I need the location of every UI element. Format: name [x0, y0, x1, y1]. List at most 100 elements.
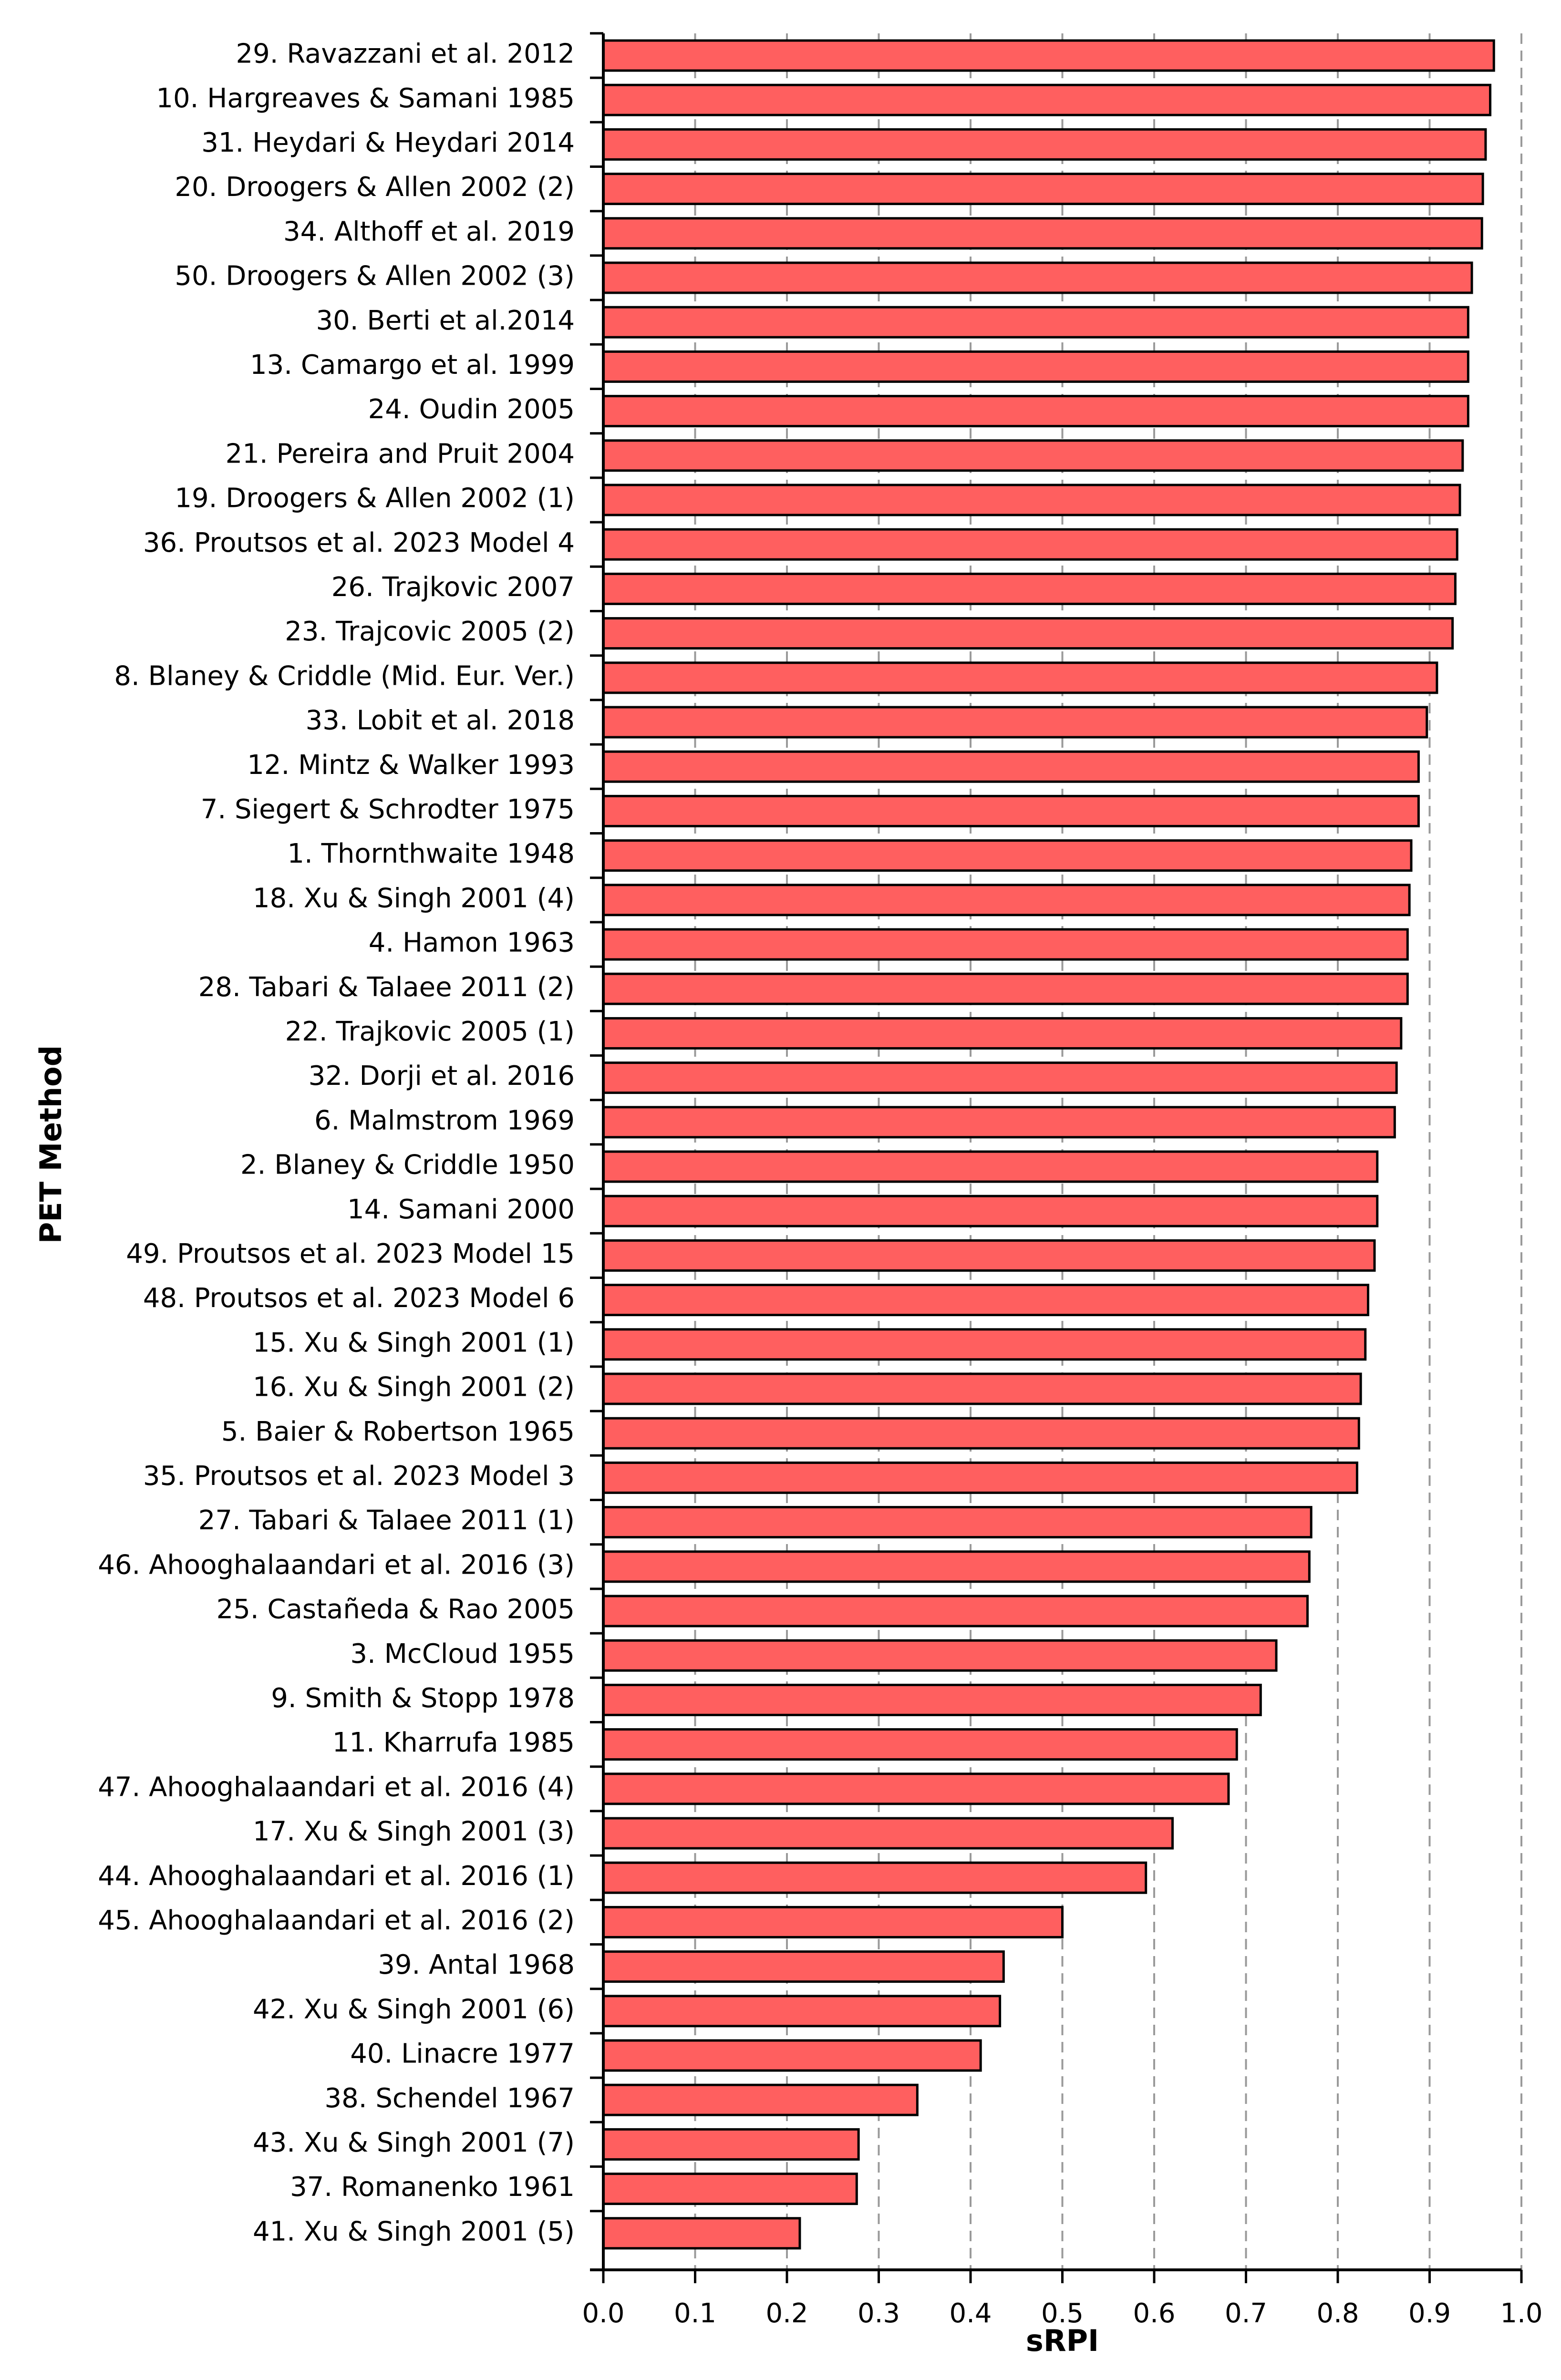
- bar: [602, 1772, 1230, 1805]
- bar: [602, 928, 1409, 961]
- category-label: 40. Linacre 1977: [350, 2039, 575, 2070]
- bar: [602, 972, 1409, 1005]
- category-label: 4. Hamon 1963: [369, 927, 575, 958]
- x-tick-label: 0.8: [1316, 2298, 1359, 2329]
- category-label: 10. Hargreaves & Samani 1985: [156, 83, 575, 114]
- x-tick-label: 0.4: [949, 2298, 992, 2329]
- category-label: 27. Tabari & Talaee 2011 (1): [198, 1505, 575, 1536]
- bar: [602, 839, 1413, 872]
- bar: [602, 884, 1411, 917]
- x-tick-label: 0.5: [1041, 2298, 1084, 2329]
- category-label: 49. Proutsos et al. 2023 Model 15: [126, 1238, 575, 1269]
- bar: [602, 83, 1492, 116]
- bar: [602, 2128, 860, 2161]
- bar: [602, 128, 1487, 161]
- category-label: 47. Ahooghalaandari et al. 2016 (4): [98, 1772, 575, 1803]
- category-label: 45. Ahooghalaandari et al. 2016 (2): [98, 1905, 575, 1936]
- bar: [602, 1239, 1376, 1272]
- bar: [602, 1106, 1396, 1139]
- bar: [602, 528, 1458, 561]
- category-label: 32. Dorji et al. 2016: [309, 1061, 575, 1092]
- category-label: 38. Schendel 1967: [324, 2083, 575, 2114]
- category-label: 42. Xu & Singh 2001 (6): [253, 1994, 575, 2025]
- category-label: 36. Proutsos et al. 2023 Model 4: [143, 527, 575, 558]
- x-tick-label: 0.2: [765, 2298, 808, 2329]
- category-label: 11. Kharrufa 1985: [332, 1727, 575, 1758]
- bars: [590, 32, 1495, 2250]
- x-tick-label: 0.0: [582, 2298, 624, 2329]
- category-label: 44. Ahooghalaandari et al. 2016 (1): [98, 1861, 575, 1892]
- bar: [602, 439, 1464, 472]
- bar: [602, 1639, 1278, 1672]
- bar: [602, 1950, 1005, 1983]
- bar: [602, 217, 1483, 250]
- bar: [602, 1150, 1379, 1183]
- category-label: 8. Blaney & Criddle (Mid. Eur. Ver.): [114, 660, 575, 691]
- bar: [602, 1417, 1360, 1450]
- bar: [602, 1061, 1398, 1094]
- bar: [602, 2083, 919, 2116]
- axes: [590, 33, 1521, 2271]
- category-label: 48. Proutsos et al. 2023 Model 6: [143, 1283, 575, 1314]
- bar: [602, 1372, 1362, 1405]
- bar: [602, 706, 1428, 739]
- bar: [602, 1728, 1238, 1761]
- bar: [602, 395, 1469, 428]
- bar: [602, 173, 1484, 206]
- category-label: 23. Trajcovic 2005 (2): [285, 616, 575, 647]
- category-label: 29. Ravazzani et al. 2012: [236, 39, 575, 70]
- bar: [602, 261, 1473, 294]
- category-label: 25. Castañeda & Rao 2005: [217, 1594, 575, 1625]
- bar: [602, 794, 1420, 827]
- bar: [602, 1817, 1174, 1850]
- bar: [602, 1195, 1379, 1227]
- category-label: 19. Droogers & Allen 2002 (1): [175, 483, 575, 514]
- category-label: 30. Berti et al.2014: [316, 305, 575, 336]
- category-label: 37. Romanenko 1961: [290, 2172, 575, 2203]
- category-label: 46. Ahooghalaandari et al. 2016 (3): [98, 1549, 575, 1580]
- bar: [602, 1861, 1147, 1894]
- category-label: 35. Proutsos et al. 2023 Model 3: [143, 1461, 575, 1492]
- category-label: 1. Thornthwaite 1948: [287, 838, 575, 869]
- category-label: 43. Xu & Singh 2001 (7): [253, 2127, 575, 2158]
- category-label: 6. Malmstrom 1969: [314, 1105, 575, 1136]
- bar: [602, 750, 1420, 783]
- category-label: 2. Blaney & Criddle 1950: [240, 1150, 575, 1181]
- category-label: 41. Xu & Singh 2001 (5): [253, 2216, 575, 2247]
- category-label: 9. Smith & Stopp 1978: [271, 1683, 575, 1714]
- x-tick-label: 0.1: [674, 2298, 716, 2329]
- bar: [602, 1017, 1403, 1050]
- category-label: 15. Xu & Singh 2001 (1): [253, 1327, 575, 1358]
- bar: [602, 306, 1469, 339]
- category-label: 26. Trajkovic 2007: [331, 572, 575, 603]
- bar: [602, 1506, 1313, 1539]
- category-label: 24. Oudin 2005: [368, 394, 575, 425]
- category-label: 33. Lobit et al. 2018: [306, 705, 575, 736]
- category-label: 5. Baier & Robertson 1965: [221, 1416, 575, 1447]
- bar: [602, 1328, 1367, 1361]
- x-tick-label: 0.6: [1133, 2298, 1175, 2329]
- category-label: 12. Mintz & Walker 1993: [247, 750, 575, 781]
- y-axis-title: PET Method: [33, 1045, 68, 1244]
- x-tick-label: 0.9: [1408, 2298, 1451, 2329]
- category-label: 20. Droogers & Allen 2002 (2): [175, 172, 575, 203]
- bar: [602, 2217, 801, 2250]
- category-label: 14. Samani 2000: [347, 1194, 575, 1225]
- category-labels: 29. Ravazzani et al. 2012 10. Hargreaves …: [98, 39, 575, 2247]
- bar: [602, 39, 1495, 72]
- x-tick-label: 0.3: [858, 2298, 900, 2329]
- category-label: 18. Xu & Singh 2001 (4): [253, 883, 575, 914]
- x-tick-labels: 0.0 0.1 0.2 0.3 0.4 0.5 0.6 0.7 0.8 0.9 1.0: [582, 2270, 1543, 2329]
- category-label: 21. Pereira and Pruit 2004: [226, 438, 575, 469]
- category-label: 13. Camargo et al. 1999: [250, 350, 575, 381]
- category-label: 22. Trajkovic 2005 (1): [285, 1016, 575, 1047]
- bar: [602, 617, 1454, 650]
- x-tick-label: 1.0: [1500, 2298, 1542, 2329]
- bar: [602, 1284, 1370, 1317]
- bar: [602, 350, 1469, 383]
- bar: [602, 484, 1461, 516]
- x-axis-title: sRPI: [1026, 2323, 1099, 2358]
- bar: [602, 1550, 1311, 1583]
- x-tick-label: 0.7: [1225, 2298, 1267, 2329]
